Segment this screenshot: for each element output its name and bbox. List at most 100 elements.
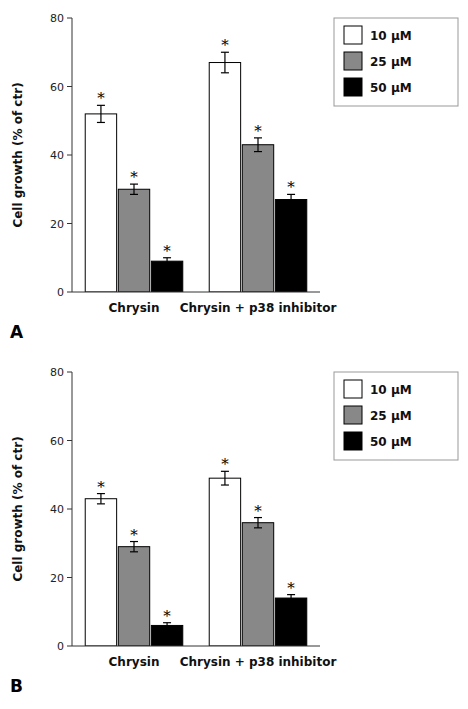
y-tick-label: 60 [50,435,64,448]
y-tick-label: 40 [50,503,64,516]
y-tick [67,509,72,510]
legend-label: 25 μM [370,55,412,69]
x-tick-label: Chrysin + p38 inhibitor [180,301,337,315]
legend-label: 50 μM [370,435,412,449]
bar [118,189,149,292]
error-cap [163,628,171,629]
y-tick [67,86,72,87]
error-cap [130,551,138,552]
bar [85,114,116,292]
error-cap [254,151,262,152]
y-tick [67,372,72,373]
error-line [224,52,225,73]
significance-star: * [97,89,105,107]
significance-star: * [254,502,262,520]
bar [275,200,306,292]
x-axis-line [72,292,320,293]
significance-star: * [163,607,171,625]
chart-panel: 0 20 40 60 80 * * * * * * Chrysin Chrysin + p38 inhi… [0,0,468,354]
legend-swatch [344,26,362,44]
bar [151,261,182,292]
error-line [100,105,101,122]
legend-swatch [344,78,362,96]
bar [209,478,240,646]
error-cap [97,503,105,504]
bar [209,63,240,292]
y-tick-label: 0 [57,286,64,299]
annotations: * * * * * * [97,455,295,624]
annotations: * * * * * * [97,36,295,260]
bar [85,499,116,646]
y-axis-label: Cell growth (% of ctr) [11,82,25,227]
error-line [224,471,225,485]
legend-swatch [344,380,362,398]
significance-star: * [130,168,138,186]
x-tick-label: Chrysin + p38 inhibitor [180,655,337,669]
y-axis-label: Cell growth (% of ctr) [11,436,25,581]
legend-label: 25 μM [370,409,412,423]
error-bar [221,471,229,485]
significance-star: * [287,178,295,196]
significance-star: * [163,242,171,260]
y-axis: 0 20 40 60 80 [50,366,72,653]
y-tick-label: 0 [57,640,64,653]
y-tick [67,646,72,647]
error-cap [287,204,295,205]
significance-star: * [254,122,262,140]
significance-star: * [221,36,229,54]
legend: 10 μM 25 μM 50 μM [334,372,458,460]
significance-star: * [97,478,105,496]
y-axis: 0 20 40 60 80 [50,12,72,299]
error-cap [97,122,105,123]
y-tick-label: 20 [50,572,64,585]
bar [118,547,149,646]
y-tick-label: 20 [50,218,64,231]
y-tick-label: 40 [50,149,64,162]
legend-swatch [344,432,362,450]
error-bar [97,105,105,122]
bar [242,523,273,646]
error-cap [163,264,171,265]
legend-frame [334,372,458,460]
y-axis-line [72,372,73,646]
legend-frame [334,18,458,106]
x-tick-label: Chrysin [109,655,160,669]
legend-label: 50 μM [370,81,412,95]
error-bar [254,138,262,152]
legend-swatch [344,406,362,424]
bar [151,625,182,646]
panel-label: B [10,676,23,696]
y-tick-label: 60 [50,81,64,94]
bar [275,598,306,646]
error-cap [287,601,295,602]
y-tick-label: 80 [50,366,64,379]
error-cap [221,484,229,485]
bar [242,145,273,292]
bars [85,52,307,292]
error-cap [221,72,229,73]
y-tick [67,223,72,224]
y-axis-line [72,18,73,292]
x-axis-line [72,646,320,647]
page: {"chart_data": [ {"type": "bar", "title"… [0,0,468,708]
chart-panel: 0 20 40 60 80 * * * * * * Chrysin Chrysin + p38 inhi… [0,354,468,708]
panel-label: A [10,322,24,342]
y-tick [67,440,72,441]
error-cap [254,527,262,528]
y-tick [67,18,72,19]
y-tick [67,292,72,293]
y-tick-label: 80 [50,12,64,25]
significance-star: * [221,455,229,473]
x-tick-label: Chrysin [109,301,160,315]
error-line [257,138,258,152]
error-cap [130,194,138,195]
legend-label: 10 μM [370,29,412,43]
significance-star: * [130,526,138,544]
y-tick [67,155,72,156]
bars [85,471,307,646]
legend-swatch [344,52,362,70]
y-tick [67,577,72,578]
significance-star: * [287,579,295,597]
legend-label: 10 μM [370,383,412,397]
error-bar [221,52,229,73]
